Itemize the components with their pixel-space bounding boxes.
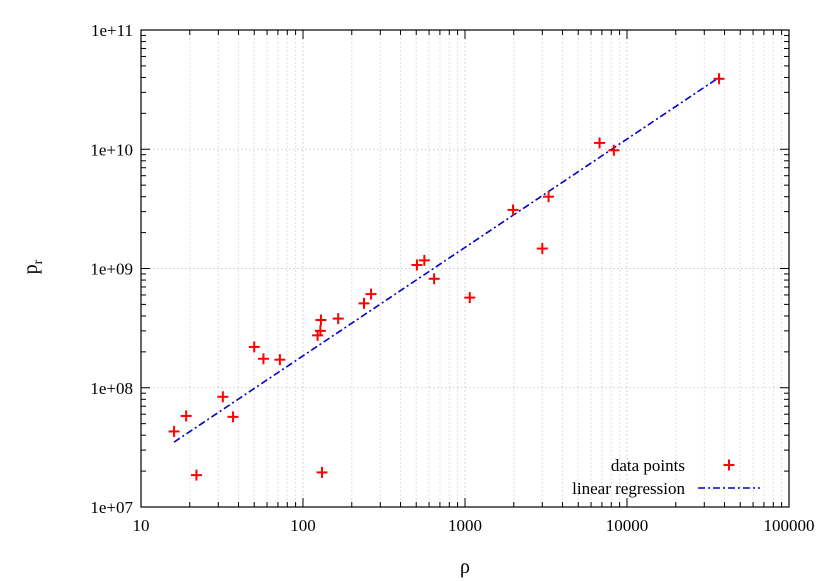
- legend: data points linear regression: [572, 456, 760, 498]
- legend-plus-marker: [723, 459, 735, 471]
- data-point: [315, 314, 327, 326]
- data-point: [274, 354, 286, 366]
- data-point: [316, 466, 328, 478]
- x-tick-label: 10000: [606, 516, 649, 535]
- y-axis-label-subscript: r: [31, 259, 46, 264]
- data-point: [713, 73, 725, 85]
- data-point: [180, 410, 192, 422]
- data-points-layer: [168, 73, 725, 481]
- x-axis-label: ρ: [460, 556, 470, 578]
- axis-ticks: [140, 30, 789, 508]
- y-tick-label: 1e+11: [91, 21, 133, 40]
- data-point: [428, 273, 440, 285]
- legend-label-linear-regression: linear regression: [572, 479, 685, 498]
- data-point: [464, 292, 476, 304]
- data-point: [217, 391, 229, 403]
- data-point: [332, 313, 344, 325]
- data-point: [257, 353, 269, 365]
- data-point: [314, 325, 326, 337]
- legend-label-data-points: data points: [611, 456, 685, 475]
- x-tick-label: 100000: [764, 516, 815, 535]
- data-point: [168, 425, 180, 437]
- data-point: [227, 411, 239, 423]
- data-point: [190, 469, 202, 481]
- legend-marker-data-points: [723, 459, 735, 471]
- data-point: [418, 254, 430, 266]
- data-point: [248, 341, 260, 353]
- y-tick-label: 1e+07: [90, 498, 133, 517]
- y-axis-label-main: p: [20, 264, 42, 274]
- data-point: [608, 144, 620, 156]
- svg-text:pr: pr: [20, 259, 46, 274]
- y-tick-label: 1e+10: [90, 140, 133, 159]
- x-tick-label: 10: [133, 516, 150, 535]
- data-point: [411, 259, 423, 271]
- grid-lines: [140, 30, 789, 508]
- x-tick-label: 100: [290, 516, 316, 535]
- data-point: [507, 204, 519, 216]
- regression-line: [173, 76, 720, 443]
- data-point: [594, 137, 606, 149]
- regression-layer: [173, 76, 720, 443]
- data-point: [536, 243, 548, 255]
- y-tick-label: 1e+08: [90, 379, 133, 398]
- y-axis-label: pr: [20, 259, 46, 274]
- tick-labels: 10 100 1000 10000 100000 1e+07 1e+08 1e+09 1e+10…: [90, 21, 814, 535]
- x-tick-label: 1000: [448, 516, 482, 535]
- data-point: [543, 191, 555, 203]
- data-point: [365, 288, 377, 300]
- y-tick-label: 1e+09: [90, 260, 133, 279]
- data-point: [358, 297, 370, 309]
